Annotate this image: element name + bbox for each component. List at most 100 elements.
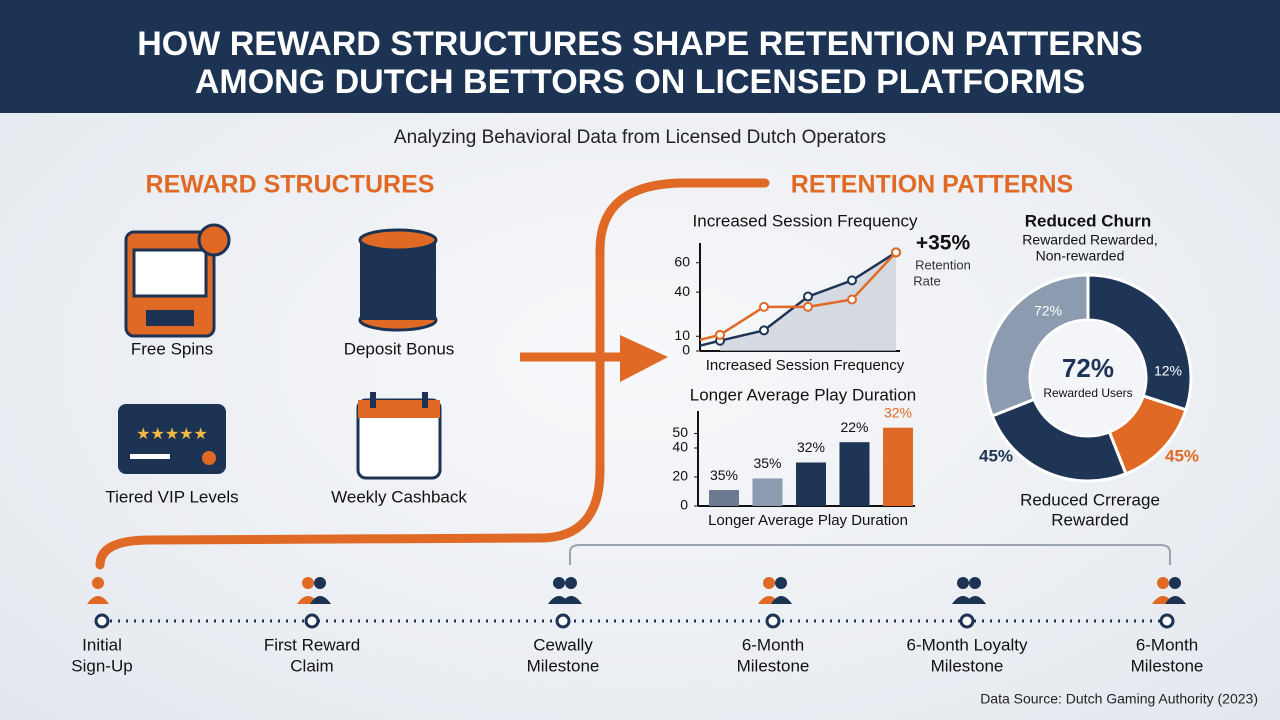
annotation: Retention [915,257,971,272]
person-icon [771,596,792,604]
milestone-label: Milestone [737,656,810,675]
segment-label: 12% [1154,363,1182,379]
donut-segment [1086,273,1193,412]
point [759,325,769,336]
chart-footer: Reduced Crrerage [1020,490,1160,509]
person-icon [1165,596,1186,604]
bracket [569,544,1171,565]
header-band [0,0,1280,113]
annotation: +35% [916,232,971,255]
milestone-label: 6-Month Loyalty [907,635,1028,654]
chart-subtitle: Rewarded Rewarded, [1022,232,1157,248]
milestone-label: Initial [82,635,122,654]
slot-machine-icon [124,223,231,338]
x-axis-label: Increased Session Frequency [706,357,905,374]
donut-segment [990,397,1128,483]
y-tick-label: 60 [674,253,690,269]
reward-label: Tiered VIP Levels [105,487,238,506]
person-icon [87,596,109,604]
y-tick-label: 40 [672,439,688,455]
point [847,294,857,305]
chart-subtitle: Non-rewarded [1036,248,1125,264]
chip-stack-icon [358,228,438,332]
flow-arrow [95,178,770,570]
milestone-label: 6-Month [742,635,804,654]
y-tick-label: 20 [672,468,688,484]
milestone-label: Claim [290,656,333,675]
bar-label: 35% [710,467,738,483]
person-icon [1157,577,1169,589]
reward-label: Weekly Cashback [331,487,467,506]
bar-label: 32% [884,404,912,420]
point [803,291,813,302]
y-tick-label: 10 [674,327,690,343]
vip-card-icon: ★★★★★ [118,404,226,474]
point [891,247,901,258]
person-icon [565,577,577,589]
reward-label: Free Spins [131,339,213,358]
bar-label: 35% [753,455,781,471]
area [720,252,896,351]
center-label: Rewarded Users [1043,386,1132,400]
title: HOW REWARD STRUCTURES SHAPE RETENTION PA… [137,25,1143,63]
person-icon [1169,577,1181,589]
point [847,275,857,286]
milestone-label: Cewally [533,635,593,654]
milestone-dot [555,613,571,629]
y-tick-label: 0 [682,342,690,358]
donut-hole [1031,321,1145,435]
outer-label: 45% [979,446,1013,465]
milestone-dot [765,613,781,629]
subtitle: Analyzing Behavioral Data from Licensed … [394,127,886,148]
bar-label: 22% [840,419,868,435]
point [803,301,813,312]
bar [752,478,783,506]
title: AMONG DUTCH BETTORS ON LICENSED PLATFORM… [195,63,1085,101]
milestone-dot [304,613,320,629]
arrow-head [620,335,668,382]
annotation: Rate [913,273,940,288]
y-tick-label: 0 [680,497,688,513]
bar [883,427,913,506]
milestone-label: Sign-Up [71,656,132,675]
milestone-dot [959,613,975,629]
chart-title: Longer Average Play Duration [690,385,917,404]
chart-title: Reduced Churn [1025,211,1152,230]
y-tick-label: 50 [672,424,688,440]
person-icon [314,577,326,589]
person-icon [553,577,565,589]
source: Data Source: Dutch Gaming Authority (202… [980,691,1258,707]
milestone-label: Milestone [931,656,1004,675]
milestone-dot [1159,613,1175,629]
donut-segment [983,273,1090,418]
person-icon [957,577,969,589]
milestone-label: 6-Month [1136,635,1198,654]
y-tick-label: 40 [674,283,690,299]
bar [796,462,826,506]
outer-label: 45% [1165,446,1199,465]
bar [839,442,870,506]
milestone-dot [94,613,110,629]
point [715,329,725,340]
milestone-label: Milestone [527,656,600,675]
section-heading: RETENTION PATTERNS [791,171,1073,199]
person-icon [763,577,775,589]
chart-title: Increased Session Frequency [693,211,918,230]
reward-label: Deposit Bonus [344,339,455,358]
chart-footer: Rewarded [1051,510,1129,529]
calendar-icon [356,392,442,480]
person-icon [561,596,582,604]
person-icon [92,577,104,589]
point [759,301,769,312]
person-icon [965,596,986,604]
milestone-label: First Reward [264,635,360,654]
bar-label: 32% [797,439,825,455]
milestone-label: Milestone [1131,656,1204,675]
person-icon [969,577,981,589]
bar [709,490,739,506]
center-value: 72% [1062,353,1114,383]
segment-label: 72% [1034,303,1062,319]
svg-text:★★★★★: ★★★★★ [136,426,208,443]
section-heading: REWARD STRUCTURES [146,171,435,199]
